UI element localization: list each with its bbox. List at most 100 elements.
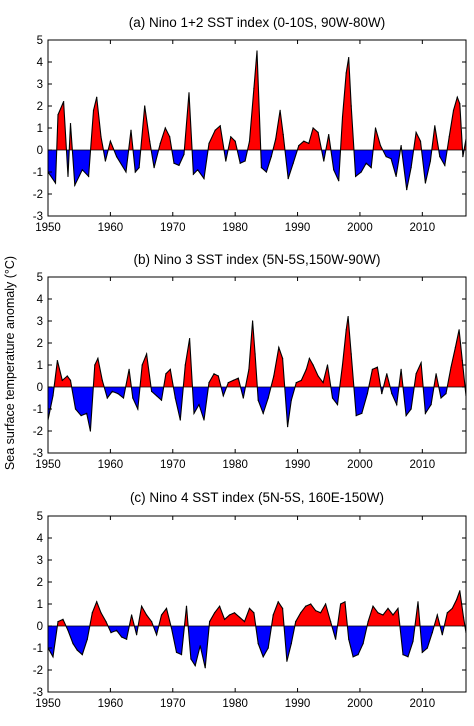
y-tick-label: -2 bbox=[33, 665, 43, 677]
data-point bbox=[362, 643, 364, 645]
data-point bbox=[361, 412, 363, 414]
data-point bbox=[430, 404, 432, 406]
data-point bbox=[110, 632, 112, 634]
data-point bbox=[459, 103, 461, 105]
data-point bbox=[81, 169, 83, 171]
y-tick-label: 2 bbox=[37, 101, 43, 113]
x-tick-label: 2010 bbox=[410, 222, 436, 234]
plot-area bbox=[48, 590, 466, 669]
data-point bbox=[290, 643, 292, 645]
data-point bbox=[151, 390, 153, 392]
data-point bbox=[379, 145, 382, 147]
data-point bbox=[448, 136, 450, 138]
data-point bbox=[165, 607, 168, 610]
data-point bbox=[286, 660, 288, 662]
data-point bbox=[315, 610, 317, 612]
x-tick-label: 1970 bbox=[160, 698, 186, 710]
data-point bbox=[153, 167, 155, 169]
data-point bbox=[295, 621, 297, 623]
data-point bbox=[355, 175, 357, 177]
y-tick-label: -2 bbox=[33, 426, 43, 438]
data-point bbox=[436, 614, 438, 616]
x-tick-label: 1980 bbox=[222, 222, 248, 234]
data-point bbox=[392, 614, 394, 616]
data-point bbox=[381, 393, 383, 395]
data-point bbox=[194, 665, 196, 667]
data-point bbox=[86, 638, 88, 640]
data-point bbox=[238, 616, 241, 618]
data-point bbox=[244, 160, 246, 162]
x-tick-label: 1950 bbox=[35, 222, 61, 234]
data-point bbox=[424, 182, 426, 184]
data-point bbox=[97, 357, 99, 359]
data-point bbox=[170, 627, 173, 629]
data-point bbox=[444, 164, 446, 166]
data-point bbox=[277, 601, 279, 603]
y-tick-label: -3 bbox=[33, 687, 43, 699]
y-tick-label: 5 bbox=[37, 272, 43, 284]
plot-area bbox=[48, 50, 466, 191]
data-point bbox=[290, 399, 292, 401]
data-point bbox=[131, 614, 133, 616]
data-point bbox=[80, 415, 82, 417]
data-point bbox=[117, 393, 119, 395]
data-point bbox=[405, 415, 407, 417]
data-point bbox=[312, 364, 314, 366]
data-point bbox=[410, 167, 412, 169]
data-point bbox=[345, 72, 347, 74]
y-tick-label: 3 bbox=[37, 79, 43, 91]
data-point bbox=[67, 629, 69, 632]
y-tick-label: -3 bbox=[33, 211, 43, 223]
data-point bbox=[300, 379, 302, 381]
data-point bbox=[169, 136, 171, 138]
data-point bbox=[267, 647, 269, 649]
data-point bbox=[322, 382, 324, 384]
data-point bbox=[295, 382, 297, 384]
y-tick-label: 3 bbox=[37, 555, 43, 567]
data-point bbox=[96, 601, 98, 603]
x-tick-label: 2000 bbox=[347, 222, 373, 234]
negative-anomaly-fill bbox=[48, 626, 466, 668]
positive-anomaly-fill bbox=[48, 316, 466, 387]
data-point bbox=[214, 612, 216, 614]
x-tick-label: 1990 bbox=[285, 698, 311, 710]
data-point bbox=[86, 412, 88, 414]
y-tick-label: 4 bbox=[37, 533, 44, 545]
data-point bbox=[450, 366, 452, 368]
data-point bbox=[128, 368, 130, 370]
data-point bbox=[204, 667, 206, 669]
x-tick-label: 2000 bbox=[347, 459, 373, 471]
data-point bbox=[81, 654, 83, 656]
data-point bbox=[160, 399, 163, 401]
y-tick-label: -3 bbox=[33, 448, 43, 460]
x-tick-label: 1960 bbox=[98, 459, 124, 471]
x-tick-label: 1950 bbox=[35, 459, 61, 471]
data-point bbox=[100, 136, 102, 138]
data-point bbox=[407, 656, 409, 658]
data-point bbox=[410, 408, 412, 410]
y-tick-label: 5 bbox=[37, 35, 43, 47]
chart-title: (c) Nino 4 SST index (5N-5S, 160E-150W) bbox=[130, 490, 384, 505]
data-point bbox=[213, 373, 215, 375]
data-point bbox=[273, 375, 275, 377]
x-tick-label: 1990 bbox=[285, 459, 311, 471]
y-tick-label: 1 bbox=[37, 360, 43, 372]
data-point bbox=[134, 171, 136, 173]
y-tick-label: -2 bbox=[33, 189, 43, 201]
data-point bbox=[415, 373, 417, 375]
data-point bbox=[224, 618, 226, 621]
data-point bbox=[421, 651, 423, 654]
data-point bbox=[440, 397, 442, 399]
data-point bbox=[260, 167, 262, 169]
data-point bbox=[151, 621, 153, 623]
x-tick-label: 2000 bbox=[347, 698, 373, 710]
y-tick-label: 3 bbox=[37, 316, 43, 328]
data-point bbox=[367, 621, 369, 623]
data-point bbox=[252, 320, 254, 322]
data-point bbox=[137, 408, 139, 410]
data-point bbox=[203, 178, 205, 180]
data-point bbox=[308, 357, 310, 359]
x-tick-label: 1980 bbox=[222, 698, 248, 710]
chart-panel-3: (c) Nino 4 SST index (5N-5S, 160E-150W) -… bbox=[33, 490, 467, 710]
data-point bbox=[91, 612, 93, 614]
